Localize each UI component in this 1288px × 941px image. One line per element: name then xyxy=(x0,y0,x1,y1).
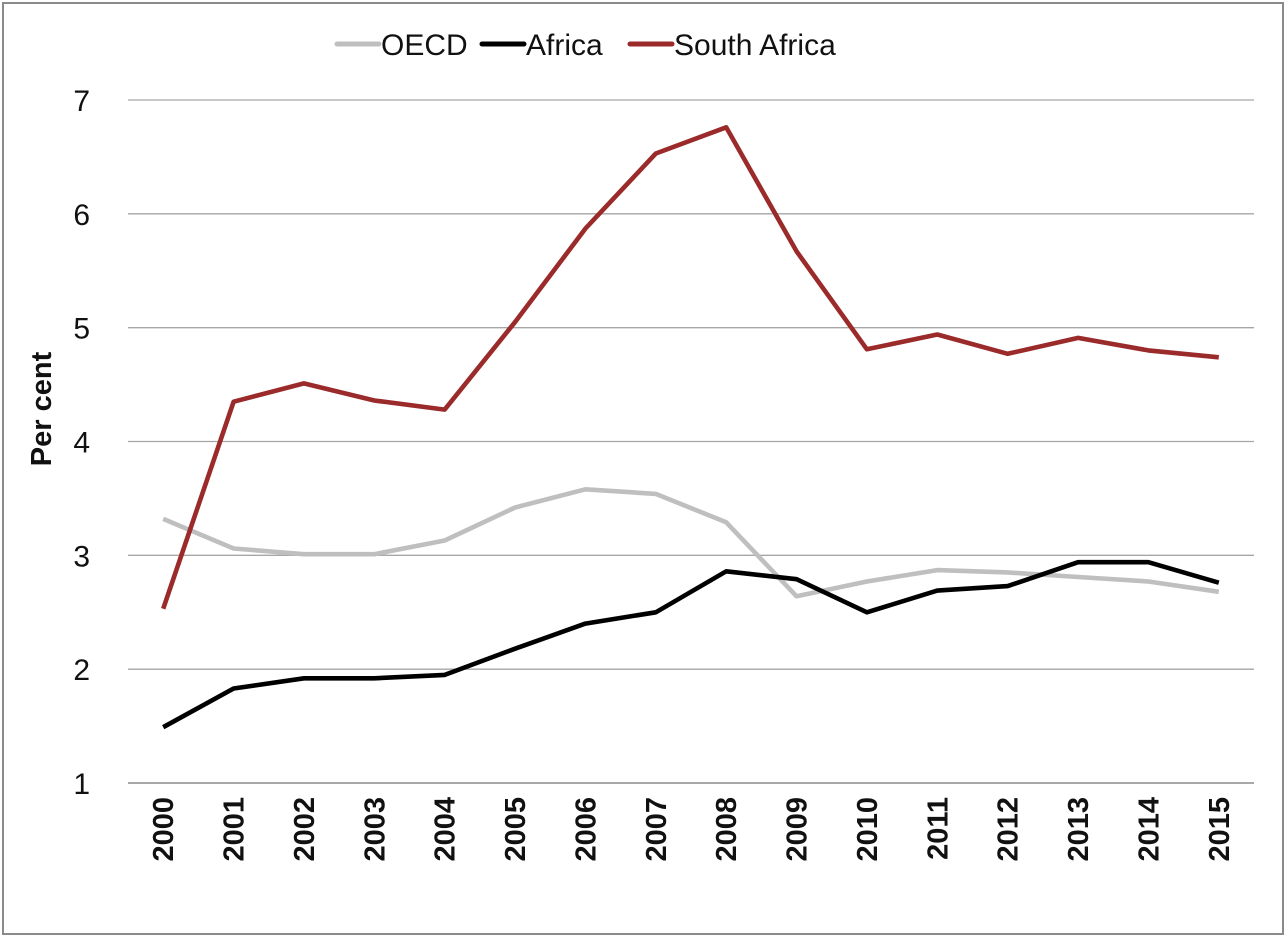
y-tick-label: 4 xyxy=(73,427,90,460)
legend: OECD Africa South Africa xyxy=(334,29,836,62)
x-tick-label: 2005 xyxy=(500,797,532,862)
series-lines xyxy=(161,125,1220,730)
x-tick-label: 2004 xyxy=(430,797,462,862)
y-tick-label: 3 xyxy=(73,540,90,573)
y-tick-label: 2 xyxy=(73,654,90,687)
y-tick-label: 5 xyxy=(73,313,90,346)
x-tick-label: 2008 xyxy=(711,797,743,862)
x-tick-label: 2012 xyxy=(993,797,1025,862)
legend-label: OECD xyxy=(381,29,468,62)
legend-label: South Africa xyxy=(674,29,836,62)
x-tick-label: 2009 xyxy=(782,797,814,862)
y-tick-label: 1 xyxy=(73,768,90,801)
x-tick-label: 2006 xyxy=(570,797,602,862)
x-tick-label: 2011 xyxy=(922,797,954,860)
y-tick-label: 6 xyxy=(73,199,90,232)
legend-label: Africa xyxy=(526,29,603,62)
x-tick-label: 2007 xyxy=(641,797,673,862)
x-tick-label: 2002 xyxy=(289,797,321,862)
x-tick-label: 2014 xyxy=(1133,797,1165,862)
x-tick-label: 2001 xyxy=(219,797,251,862)
x-tick-label: 2010 xyxy=(852,797,884,862)
x-tick-label: 2003 xyxy=(359,797,391,862)
series-line-oecd xyxy=(162,486,1220,599)
series-line-south-africa xyxy=(161,125,1220,610)
series-line-africa xyxy=(162,559,1220,730)
y-axis-title: Per cent xyxy=(26,351,58,466)
axes: 1 2 3 4 5 6 7 2000 2001 2002 2003 2004 2005 2006 2007 2… xyxy=(73,85,1254,862)
y-tick-label: 7 xyxy=(73,85,90,118)
x-tick-label: 2013 xyxy=(1063,797,1095,862)
line-chart: 1 2 3 4 5 6 7 2000 2001 2002 2003 2004 2005 2006 2007 2… xyxy=(26,29,1254,862)
x-tick-label: 2000 xyxy=(148,797,180,862)
x-tick-label: 2015 xyxy=(1204,797,1236,862)
